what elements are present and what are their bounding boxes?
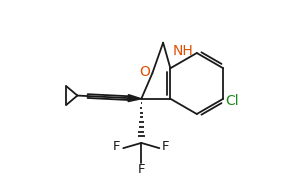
Text: F: F xyxy=(162,141,169,153)
Text: NH: NH xyxy=(173,44,194,58)
Text: O: O xyxy=(139,65,150,79)
Polygon shape xyxy=(128,95,141,102)
Text: Cl: Cl xyxy=(225,94,239,108)
Text: F: F xyxy=(138,163,145,176)
Text: F: F xyxy=(113,141,121,153)
